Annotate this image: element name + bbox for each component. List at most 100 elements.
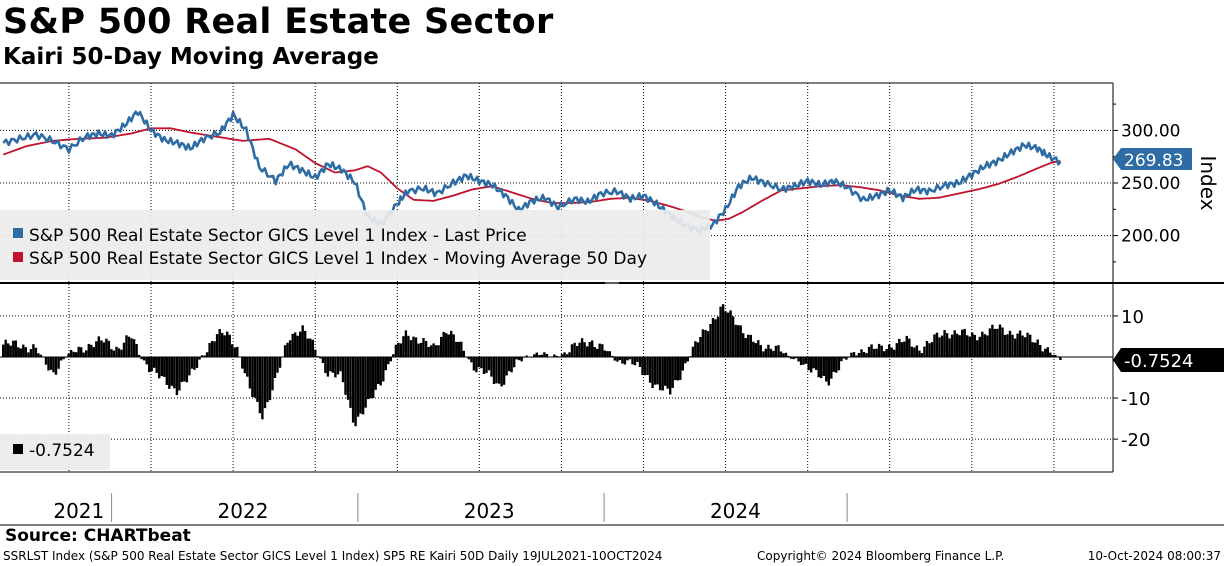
kairi-bar	[447, 334, 450, 357]
kairi-bar	[1041, 351, 1044, 357]
kairi-bar	[467, 357, 470, 360]
footer-timestamp: 10-Oct-2024 08:00:37	[1087, 549, 1221, 563]
kairi-bar	[24, 347, 27, 357]
kairi-bar	[445, 333, 448, 357]
kairi-bar	[867, 346, 871, 357]
kairi-bar	[671, 357, 674, 388]
kairi-bar	[847, 357, 851, 358]
kairi-bar	[971, 332, 974, 357]
kairi-bar	[626, 357, 629, 361]
kairi-bar	[792, 357, 795, 360]
kairi-bar	[1006, 334, 1009, 357]
kairi-bar	[1049, 352, 1052, 357]
kairi-bar	[331, 357, 335, 373]
kairi-bar	[872, 348, 876, 357]
kairi-bar	[397, 342, 400, 357]
kairi-bar	[961, 329, 964, 357]
kairi-ytick-label-2: -20	[1121, 430, 1150, 451]
kairi-bar	[419, 342, 423, 357]
kairi-bar	[573, 342, 576, 357]
kairi-bar	[387, 357, 390, 365]
kairi-bar	[860, 349, 863, 357]
kairi-bar	[580, 338, 584, 357]
kairi-bar	[319, 357, 322, 359]
kairi-bar	[304, 330, 307, 357]
kairi-bar	[988, 328, 992, 357]
kairi-bar	[653, 357, 657, 385]
kairi-bar	[628, 357, 632, 360]
kairi-bar	[701, 329, 705, 357]
legend-label-price: S&P 500 Real Estate Sector GICS Level 1 …	[29, 226, 527, 246]
kairi-bar	[306, 338, 309, 357]
kairi-bar	[948, 338, 951, 357]
kairi-bar	[1013, 338, 1017, 357]
kairi-bar	[7, 343, 10, 357]
kairi-bar	[17, 347, 20, 357]
kairi-bar	[661, 357, 664, 391]
kairi-bar	[361, 357, 365, 415]
kairi-bar	[500, 357, 503, 387]
kairi-bar	[193, 357, 196, 370]
kairi-bar	[49, 357, 53, 370]
kairi-bar	[382, 357, 385, 382]
kairi-bar	[699, 337, 702, 357]
kairi-bar	[291, 333, 294, 357]
kairi-bar	[575, 346, 579, 357]
kairi-bar	[399, 343, 403, 357]
kairi-bar	[482, 357, 486, 374]
kairi-bar	[77, 346, 80, 357]
kairi-bar	[586, 346, 589, 357]
kairi-bar	[893, 349, 896, 357]
kairi-bar	[115, 346, 118, 357]
kairi-bar	[898, 338, 901, 357]
kairi-bar	[837, 357, 841, 371]
kairi-bar	[180, 357, 184, 382]
kairi-bar	[1056, 356, 1060, 357]
kairi-bar	[429, 345, 433, 357]
kairi-bar	[815, 357, 818, 370]
kairi-bar	[601, 344, 604, 357]
kairi-bar	[694, 341, 697, 357]
kairi-bar	[248, 357, 252, 389]
kairi-bar	[711, 318, 715, 357]
kairi-bar	[840, 357, 843, 362]
kairi-bar	[510, 357, 513, 373]
kairi-bar	[377, 357, 380, 384]
kairi-bar	[4, 339, 7, 357]
kairi-bar	[827, 357, 830, 386]
kairi-bar	[825, 357, 828, 382]
kairi-bar	[744, 338, 747, 357]
kairi-bar	[706, 331, 710, 357]
kairi-bar	[908, 338, 911, 357]
kairi-bar	[618, 357, 622, 361]
kairi-bar	[334, 357, 337, 378]
kairi-bar	[142, 357, 146, 361]
kairi-bar	[903, 341, 906, 357]
kairi-bar	[883, 351, 886, 357]
kairi-bar	[452, 334, 455, 357]
kairi-bar	[623, 357, 627, 365]
kairi-bar	[148, 357, 151, 373]
kairi-bar	[1034, 342, 1037, 357]
kairi-bar	[190, 357, 194, 369]
kairi-bar	[777, 345, 780, 357]
kairi-bar	[842, 357, 846, 359]
kairi-bar	[981, 331, 984, 357]
kairi-bar	[434, 345, 438, 357]
kairi-bar	[525, 355, 528, 357]
kairi-last-value: -0.7524	[1124, 351, 1193, 372]
x-year-label-2023: 2023	[464, 499, 515, 523]
kairi-bar	[72, 351, 75, 357]
kairi-bar	[485, 357, 488, 373]
kairi-bar	[729, 310, 732, 357]
kairi-bar	[820, 357, 823, 379]
chart-title: S&P 500 Real Estate Sector	[3, 2, 554, 42]
kairi-bar	[82, 352, 85, 357]
kairi-bar	[198, 357, 201, 360]
kairi-bar	[241, 357, 244, 369]
kairi-bar	[2, 344, 5, 357]
kairi-bar	[12, 340, 15, 357]
kairi-bar	[1008, 330, 1012, 357]
kairi-bar	[742, 333, 745, 357]
kairi-bar	[64, 357, 68, 358]
